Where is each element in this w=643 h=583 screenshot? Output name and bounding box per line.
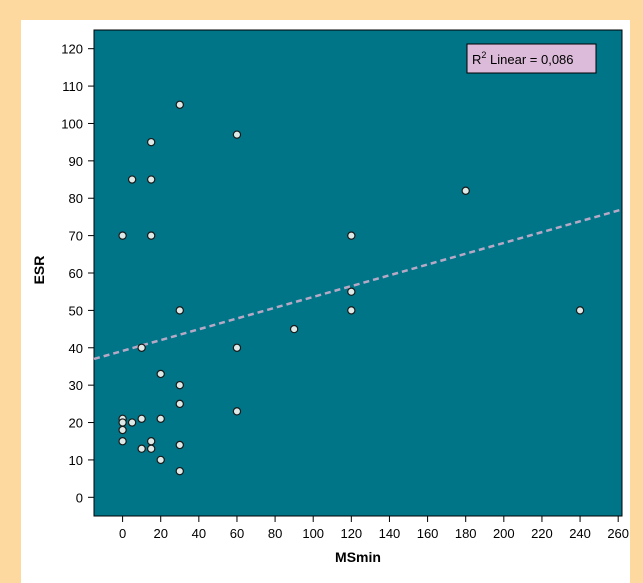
data-point — [146, 231, 156, 240]
data-point — [127, 175, 137, 184]
data-point — [146, 175, 156, 184]
y-tick-label: 70 — [69, 229, 83, 244]
data-point — [156, 455, 165, 465]
r-squared-annotation: R2 Linear = 0,086 — [466, 43, 597, 74]
x-tick-label: 260 — [607, 526, 629, 541]
data-point — [118, 425, 127, 435]
data-point — [118, 418, 127, 427]
data-point — [289, 324, 299, 334]
data-point — [127, 418, 137, 427]
x-tick-label: 120 — [340, 526, 362, 541]
data-point — [575, 306, 585, 315]
y-axis-label: ESR — [31, 256, 47, 285]
y-axis: 0 10 20 30 40 50 60 70 80 90 100 110 120 — [61, 42, 94, 505]
data-point — [347, 287, 356, 296]
x-tick-label: 60 — [230, 526, 244, 541]
x-axis: 0 20 40 60 80 100 120 140 160 180 200 220 240 260 — [119, 516, 629, 541]
y-tick-label: 30 — [69, 378, 83, 393]
annotation-box — [466, 43, 597, 74]
data-point — [175, 380, 184, 390]
y-tick-label: 100 — [61, 116, 83, 131]
x-tick-label: 40 — [192, 526, 206, 541]
data-point — [156, 414, 165, 423]
y-tick-label: 80 — [69, 191, 83, 206]
x-tick-label: 180 — [455, 526, 477, 541]
x-tick-label: 240 — [569, 526, 591, 541]
data-point — [118, 437, 127, 446]
data-point — [175, 440, 184, 450]
y-tick-label: 120 — [61, 42, 83, 57]
x-tick-label: 80 — [268, 526, 282, 541]
linear-fit-line — [93, 208, 623, 361]
data-point — [137, 444, 146, 453]
data-point — [175, 100, 184, 109]
x-tick-label: 160 — [417, 526, 439, 541]
data-point — [118, 231, 127, 240]
annotation-text: R2 Linear = 0,086 — [472, 50, 574, 67]
data-point — [175, 399, 184, 409]
data-points — [118, 100, 585, 476]
data-point — [146, 444, 156, 453]
data-point — [461, 186, 470, 195]
data-point — [175, 466, 184, 476]
y-tick-label: 0 — [76, 490, 83, 505]
x-tick-label: 140 — [379, 526, 401, 541]
plot-area — [93, 29, 623, 517]
y-tick-label: 60 — [69, 266, 83, 281]
data-point — [347, 306, 356, 315]
data-point — [175, 306, 184, 315]
data-point — [232, 343, 242, 352]
y-tick-label: 110 — [62, 79, 83, 94]
x-tick-label: 0 — [119, 526, 126, 541]
y-tick-label: 40 — [69, 341, 83, 356]
data-point — [146, 437, 156, 446]
data-point — [232, 130, 242, 139]
x-tick-label: 100 — [302, 526, 324, 541]
data-point — [232, 407, 242, 416]
x-tick-label: 20 — [153, 526, 167, 541]
x-tick-label: 220 — [531, 526, 553, 541]
data-point — [137, 343, 146, 352]
x-axis-label: MSmin — [335, 549, 381, 565]
y-tick-label: 10 — [69, 453, 83, 468]
data-point — [156, 369, 165, 379]
data-point — [137, 414, 146, 423]
y-tick-label: 90 — [69, 154, 83, 169]
data-point — [146, 137, 156, 147]
y-tick-label: 20 — [69, 416, 83, 431]
x-tick-label: 200 — [493, 526, 515, 541]
data-point — [347, 231, 356, 240]
y-tick-label: 50 — [69, 303, 83, 318]
